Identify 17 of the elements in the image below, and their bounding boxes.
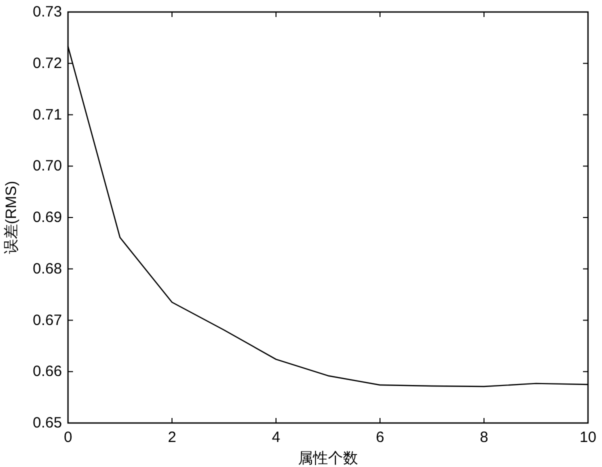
x-tick-label: 8: [480, 429, 488, 446]
y-tick-label: 0.69: [32, 209, 62, 226]
y-tick-label: 0.68: [32, 260, 62, 278]
x-tick-label: 4: [272, 429, 280, 446]
x-tick-label: 10: [580, 429, 596, 446]
y-tick-label: 0.71: [32, 106, 62, 124]
x-axis-title: 属性个数: [298, 450, 358, 467]
x-tick-label: 6: [376, 429, 384, 446]
y-tick-label: 0.70: [32, 158, 62, 175]
y-tick-label: 0.73: [32, 4, 62, 20]
y-tick-label: 0.66: [32, 363, 62, 380]
x-tick-label: 2: [168, 429, 176, 446]
y-tick-label: 0.67: [32, 312, 62, 329]
y-tick-label: 0.65: [32, 414, 62, 432]
y-tick-label: 0.72: [32, 54, 62, 72]
y-axis-title: 误差(RMS): [3, 180, 20, 254]
x-tick-label: 0: [64, 429, 72, 446]
